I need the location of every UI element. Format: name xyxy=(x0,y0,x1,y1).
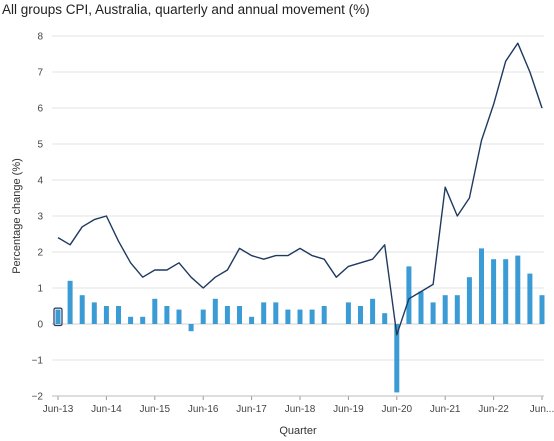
bar xyxy=(188,324,194,332)
x-tick-label: Jun-22 xyxy=(478,404,509,415)
bar xyxy=(79,295,85,324)
y-tick-label: 2 xyxy=(37,248,43,259)
x-tick-label: Jun-18 xyxy=(285,404,316,415)
bar xyxy=(358,306,363,324)
y-tick-label: 1 xyxy=(37,284,43,295)
bar xyxy=(539,295,545,324)
bar xyxy=(430,302,436,324)
bar xyxy=(370,298,376,324)
bar xyxy=(503,259,509,324)
x-tick-label: Jun... xyxy=(530,404,554,415)
bar xyxy=(152,298,158,324)
bar xyxy=(406,266,412,324)
bar xyxy=(237,306,242,324)
bar xyxy=(176,309,182,324)
gridlines xyxy=(52,35,544,397)
bar xyxy=(491,259,497,324)
x-axis-ticks: Jun-13 Jun-14 Jun-15 Jun-16 Jun-17 Jun-18 Jun-… xyxy=(43,395,554,415)
bar xyxy=(91,302,97,324)
bar xyxy=(418,291,424,324)
y-tick-label: 6 xyxy=(37,104,43,115)
annual-movement-line xyxy=(57,42,543,336)
annual-line xyxy=(57,42,543,336)
bar xyxy=(140,316,146,324)
bar xyxy=(479,248,484,324)
y-tick-label: 7 xyxy=(37,68,43,79)
bar xyxy=(285,309,291,324)
bar xyxy=(309,309,315,324)
x-tick-label: Jun-13 xyxy=(43,404,74,415)
x-tick-label: Jun-17 xyxy=(236,404,267,415)
x-axis-label: Quarter xyxy=(279,425,317,437)
bar xyxy=(55,309,61,324)
bar xyxy=(442,295,448,324)
bar xyxy=(224,306,230,324)
bar xyxy=(515,255,521,324)
bar-highlight xyxy=(53,307,63,327)
bar xyxy=(382,313,388,324)
bar xyxy=(527,273,533,324)
x-tick-label: Jun-16 xyxy=(188,404,219,415)
x-tick-label: Jun-15 xyxy=(140,404,171,415)
bar xyxy=(103,306,109,324)
bar xyxy=(212,298,218,324)
y-tick-label: 0 xyxy=(37,320,43,331)
y-axis-label: Percentage change (%) xyxy=(11,158,23,274)
bar xyxy=(249,316,255,324)
quarterly-bars xyxy=(53,248,545,393)
y-tick-label: 8 xyxy=(37,32,43,43)
bar xyxy=(261,302,267,324)
y-tick-label: 4 xyxy=(37,176,43,187)
chart-title: All groups CPI, Australia, quarterly and… xyxy=(2,2,370,17)
bar xyxy=(394,324,400,393)
bar xyxy=(297,309,303,324)
x-tick-label: Jun-21 xyxy=(430,404,461,415)
bar xyxy=(200,309,206,324)
bar xyxy=(454,295,460,324)
bar xyxy=(128,316,134,324)
x-tick-label: Jun-20 xyxy=(382,404,413,415)
bar xyxy=(67,280,73,324)
y-tick-label: 5 xyxy=(37,140,43,151)
bar xyxy=(466,277,472,324)
y-tick-label: −2 xyxy=(32,392,44,403)
bar xyxy=(345,302,351,324)
y-axis-ticks: −2 −1 0 1 2 3 4 5 6 7 8 xyxy=(32,32,44,403)
x-tick-label: Jun-19 xyxy=(333,404,364,415)
y-tick-label: −1 xyxy=(32,356,44,367)
bar xyxy=(164,306,170,324)
x-tick-label: Jun-14 xyxy=(91,404,122,415)
bar xyxy=(116,306,121,324)
bar xyxy=(321,306,327,324)
y-tick-label: 3 xyxy=(37,212,43,223)
bar xyxy=(273,302,279,324)
